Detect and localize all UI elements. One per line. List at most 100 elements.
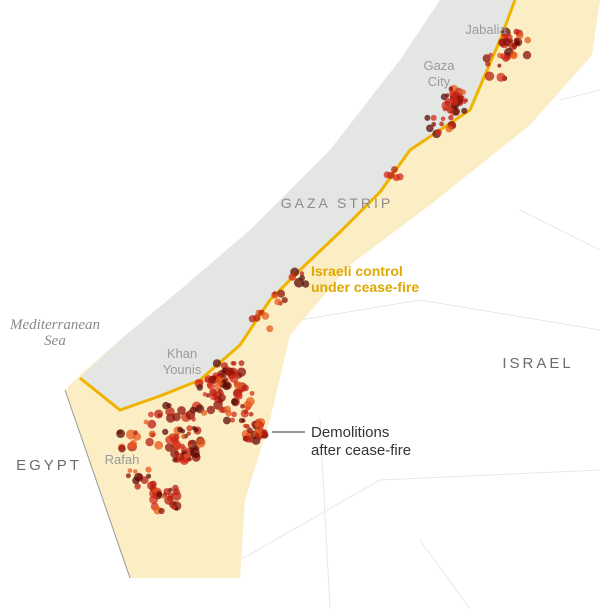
demolition-dot bbox=[440, 116, 446, 122]
demolition-dot bbox=[145, 466, 152, 473]
demolition-dot bbox=[231, 398, 239, 406]
demolition-dot bbox=[254, 421, 260, 428]
label-line: GAZA STRIP bbox=[281, 195, 393, 211]
demolition-dot bbox=[277, 289, 286, 298]
demolition-dot bbox=[522, 50, 532, 60]
demolition-dot bbox=[171, 491, 182, 501]
demolition-dot bbox=[274, 298, 282, 306]
demolition-dot bbox=[154, 440, 164, 450]
demolition-dot bbox=[242, 384, 249, 392]
demolition-dot bbox=[133, 469, 138, 474]
demolition-dot bbox=[238, 360, 245, 366]
demolition-dot bbox=[150, 432, 156, 438]
demolition-dot bbox=[164, 443, 174, 452]
demolition-dot bbox=[248, 411, 254, 417]
demolition-dot bbox=[171, 505, 176, 510]
demolition-dot bbox=[190, 447, 200, 458]
jabalia-label: Jabalia bbox=[465, 22, 507, 37]
demolition-dot bbox=[266, 325, 274, 333]
demolition-dot bbox=[183, 453, 189, 459]
demolition-dot bbox=[187, 456, 192, 462]
roads bbox=[239, 89, 600, 609]
demolition-dot bbox=[248, 315, 256, 323]
demolition-dot bbox=[273, 293, 278, 299]
demolition-dot bbox=[231, 411, 237, 418]
demolition-dot bbox=[116, 429, 125, 438]
demolition-dot bbox=[461, 107, 468, 114]
demolition-dot bbox=[445, 125, 453, 133]
demolition-dot bbox=[281, 297, 288, 304]
cease-fire-line bbox=[79, 0, 517, 412]
demolition-dot bbox=[299, 271, 305, 276]
demolition-dot bbox=[162, 428, 169, 435]
demolition-dot bbox=[236, 367, 247, 377]
demolition-dot bbox=[219, 372, 225, 378]
demolition-dot bbox=[452, 91, 459, 98]
demolition-dot bbox=[206, 405, 216, 415]
demolition-dot bbox=[192, 426, 197, 431]
demolition-dot bbox=[424, 114, 431, 121]
label-line: Rafah bbox=[105, 452, 140, 467]
demolition-dot bbox=[191, 417, 196, 422]
demolition-dot bbox=[223, 416, 231, 425]
demolition-dot bbox=[391, 166, 398, 173]
demolition-dot bbox=[127, 468, 133, 473]
demolition-dot bbox=[448, 114, 454, 121]
demolition-dot bbox=[249, 391, 255, 396]
demolition-dot bbox=[172, 484, 179, 492]
demolition-dot bbox=[223, 405, 231, 413]
demolition-dot bbox=[201, 409, 208, 416]
demolition-dot bbox=[392, 174, 400, 182]
demolition-dot bbox=[449, 96, 459, 107]
khan-younis-label: Khan Younis bbox=[163, 346, 202, 377]
demolition-dot bbox=[462, 99, 467, 104]
demolition-dot bbox=[448, 86, 454, 91]
label-line: Jabalia bbox=[465, 22, 507, 37]
label-line: under cease-fire bbox=[311, 279, 419, 295]
demolition-dot bbox=[208, 375, 216, 384]
demolition-dot bbox=[181, 433, 187, 440]
demolition-dot bbox=[195, 437, 206, 448]
label-line: Khan bbox=[167, 346, 197, 361]
demolition-dot bbox=[158, 507, 165, 515]
label-line: ISRAEL bbox=[502, 355, 573, 372]
demolition-dot bbox=[172, 412, 181, 422]
demolition-dot bbox=[147, 419, 157, 429]
label-line: Demolitions bbox=[311, 424, 389, 441]
labels: Jabalia Gaza City GAZA STRIP Israeli control… bbox=[9, 22, 573, 474]
demolition-dot bbox=[484, 71, 495, 81]
demolition-dot bbox=[148, 411, 154, 418]
demolition-dot bbox=[431, 122, 437, 127]
demolition-dot bbox=[164, 495, 174, 505]
label-line: Sea bbox=[44, 333, 66, 349]
rafah-label: Rafah bbox=[105, 452, 140, 467]
israeli-control-label: Israeli control under cease-fire bbox=[311, 263, 419, 295]
demolition-dot bbox=[240, 404, 245, 409]
demolition-dot bbox=[236, 392, 243, 400]
demolition-dot bbox=[204, 377, 210, 383]
demolition-dot bbox=[452, 107, 460, 116]
demolition-dot bbox=[171, 436, 179, 445]
demolition-dot bbox=[145, 437, 154, 447]
demolition-dot bbox=[505, 55, 511, 61]
demolition-dot bbox=[500, 53, 507, 60]
label-line: after cease-fire bbox=[311, 442, 411, 459]
demolition-dot bbox=[146, 473, 152, 479]
demolition-dot bbox=[118, 444, 126, 453]
demolition-dot bbox=[261, 312, 270, 320]
demolition-dot bbox=[426, 124, 434, 133]
egypt-border bbox=[64, 389, 131, 579]
label-line: Gaza bbox=[423, 58, 455, 73]
demolition-dot bbox=[513, 28, 520, 35]
demolition-dot bbox=[230, 417, 235, 423]
demolition-dot bbox=[460, 95, 465, 101]
demolition-dot bbox=[186, 431, 191, 436]
demolition-dot bbox=[247, 427, 253, 434]
demolition-dot bbox=[129, 439, 137, 447]
demolition-dot bbox=[160, 494, 166, 499]
demolition-dot bbox=[180, 446, 188, 454]
demolition-dot bbox=[212, 359, 222, 368]
demolition-dot bbox=[222, 382, 231, 391]
demolition-dots bbox=[116, 27, 532, 515]
gaza-strip bbox=[80, 0, 515, 410]
